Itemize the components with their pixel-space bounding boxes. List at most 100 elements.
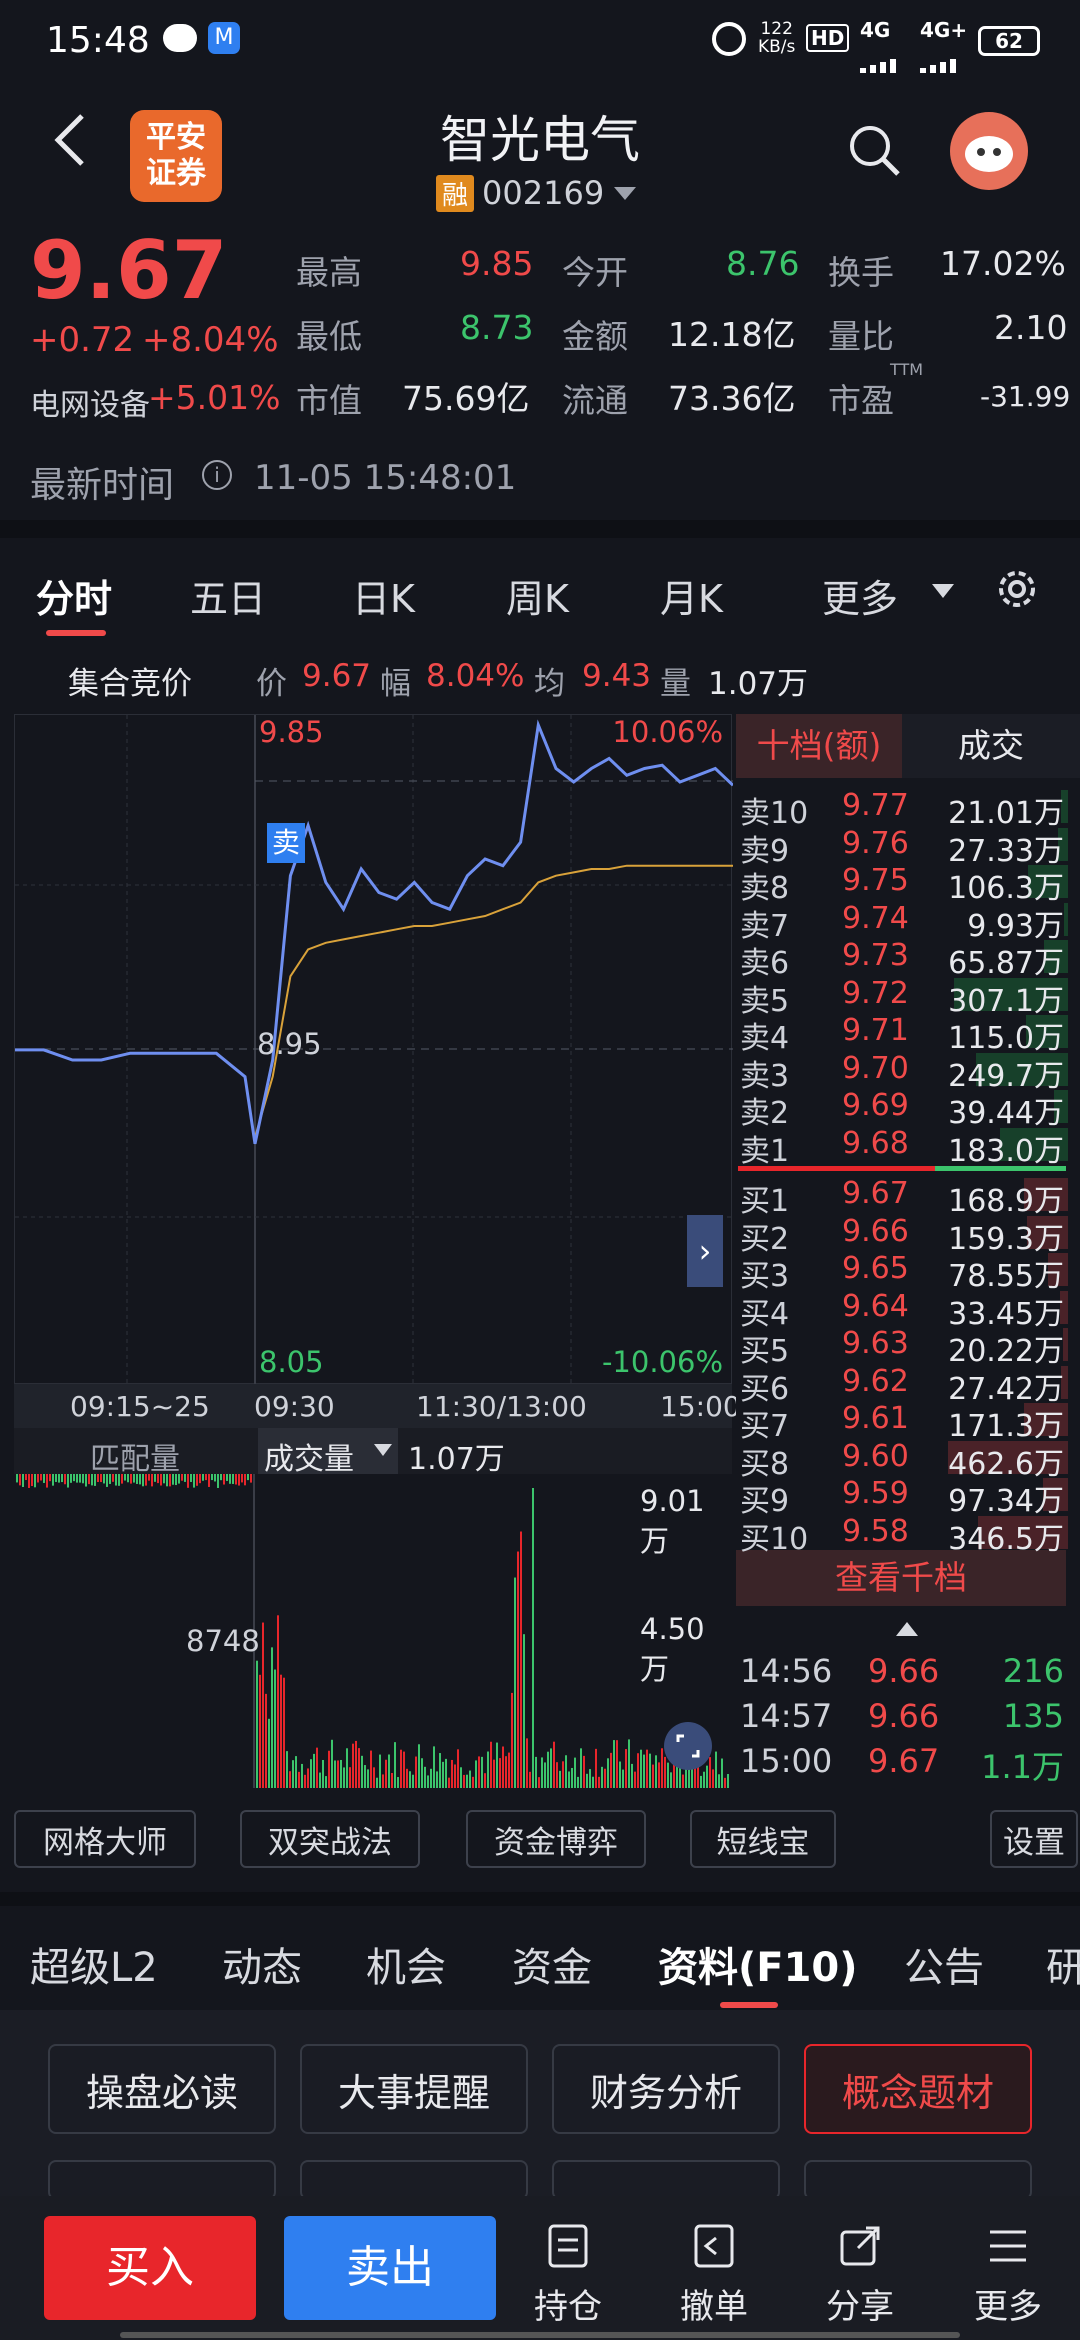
auction-volume-bar <box>238 1474 240 1486</box>
tab-funds[interactable]: 资金 <box>512 1945 592 1991</box>
tool-fund-game[interactable]: 资金博弈 <box>466 1810 646 1868</box>
bid-row[interactable]: 买2 9.66 159.3万 <box>738 1214 1078 1257</box>
volume-bar <box>421 1758 423 1788</box>
bid-row[interactable]: 买7 9.61 171.3万 <box>738 1401 1078 1444</box>
auction-volume-bar <box>151 1474 153 1487</box>
expand-orderbook-button[interactable]: › <box>687 1215 723 1287</box>
tab-more[interactable]: 更多 <box>822 577 899 621</box>
volume-chart[interactable]: 9.01万 4.50万 8748 <box>14 1474 732 1788</box>
tab-daily-k[interactable]: 日K <box>352 577 415 621</box>
ask-row[interactable]: 卖3 9.70 249.7万 <box>738 1051 1078 1094</box>
ask-row[interactable]: 卖1 9.68 183.0万 <box>738 1126 1078 1169</box>
info-icon[interactable]: i <box>202 460 232 490</box>
chart-period-tabs: 分时 五日 日K 周K 月K 更多 <box>0 540 1080 640</box>
auction-volume-bar <box>70 1474 72 1483</box>
tool-short-line[interactable]: 短线宝 <box>690 1810 836 1868</box>
tool-grid-master[interactable]: 网格大师 <box>14 1810 196 1868</box>
bid-row[interactable]: 买5 9.63 20.22万 <box>738 1326 1078 1369</box>
trade-row: 14:56 9.66 216 <box>738 1652 1078 1690</box>
f10-financials[interactable]: 财务分析 <box>552 2044 780 2134</box>
tab-intraday[interactable]: 分时 <box>36 577 113 621</box>
auction-volume-bar <box>40 1474 42 1481</box>
tab-announcements[interactable]: 公告 <box>904 1945 984 1991</box>
broker-logo[interactable]: 平安 证券 <box>130 110 222 202</box>
volume-dropdown[interactable]: 成交量 <box>258 1428 398 1477</box>
more-button[interactable]: 更多 <box>958 2222 1058 2328</box>
depth-bar <box>1060 1290 1068 1324</box>
chevron-up-icon[interactable] <box>896 1622 918 1636</box>
bid-row[interactable]: 买8 9.60 462.6万 <box>738 1439 1078 1482</box>
ask-row[interactable]: 卖4 9.71 115.0万 <box>738 1013 1078 1056</box>
sell-signal-marker[interactable]: 卖 <box>267 823 305 863</box>
stock-code-row[interactable]: 融 002169 <box>436 174 637 212</box>
f10-row2-btn[interactable] <box>48 2160 276 2200</box>
volume-bar <box>538 1777 540 1788</box>
fullscreen-icon[interactable] <box>664 1722 712 1770</box>
f10-row2-btn[interactable] <box>300 2160 528 2200</box>
trade-price: 9.66 <box>868 1697 940 1735</box>
chart-info-line: 集合竞价 价 9.67 幅 8.04% 均 9.43 量 1.07万 <box>0 654 1080 704</box>
bid-row[interactable]: 买9 9.59 97.34万 <box>738 1476 1078 1519</box>
sector-name[interactable]: 电网设备 <box>30 388 150 423</box>
tool-double-breakout[interactable]: 双突战法 <box>240 1810 420 1868</box>
bid-row[interactable]: 买4 9.64 33.45万 <box>738 1289 1078 1332</box>
info-avg: 9.43 <box>582 658 652 694</box>
f10-row2-btn[interactable] <box>804 2160 1032 2200</box>
tab-ten-levels[interactable]: 十档(额) <box>736 714 902 778</box>
latest-time-value: 11-05 15:48:01 <box>254 458 517 498</box>
value-mcap: 75.69亿 <box>402 379 530 418</box>
tab-monthly-k[interactable]: 月K <box>660 577 723 621</box>
avatar[interactable] <box>950 112 1028 190</box>
cancel-order-button[interactable]: 撤单 <box>664 2222 764 2328</box>
auction-volume-bar <box>130 1474 132 1484</box>
bid-row[interactable]: 买10 9.58 346.5万 <box>738 1514 1078 1557</box>
auction-volume-bar <box>100 1474 102 1483</box>
label-turnover: 换手 <box>828 253 894 292</box>
volume-bar <box>712 1769 714 1788</box>
position-button[interactable]: 持仓 <box>518 2222 618 2328</box>
tab-5day[interactable]: 五日 <box>190 577 267 621</box>
tab-news[interactable]: 动态 <box>222 1945 302 1991</box>
volume-bar <box>322 1759 324 1788</box>
intraday-chart[interactable]: 9.85 10.06% 8.95 8.05 -10.06% 卖 › <box>14 714 735 1385</box>
tab-super-l2[interactable]: 超级L2 <box>30 1945 158 1991</box>
back-button[interactable] <box>44 110 100 170</box>
ask-row[interactable]: 卖9 9.76 27.33万 <box>738 826 1078 869</box>
bid-row[interactable]: 买3 9.65 78.55万 <box>738 1251 1078 1294</box>
tool-settings[interactable]: 设置 <box>990 1810 1078 1868</box>
sell-button[interactable]: 卖出 <box>284 2216 496 2320</box>
trade-row: 15:00 9.67 1.1万 <box>738 1742 1078 1786</box>
level-label: 卖2 <box>740 1096 790 1131</box>
view-thousand-levels-button[interactable]: 查看千档 <box>736 1550 1066 1606</box>
level-price: 9.67 <box>842 1176 909 1211</box>
ask-row[interactable]: 卖7 9.74 9.93万 <box>738 901 1078 944</box>
ask-row[interactable]: 卖6 9.73 65.87万 <box>738 938 1078 981</box>
ask-row[interactable]: 卖10 9.77 21.01万 <box>738 788 1078 831</box>
tab-weekly-k[interactable]: 周K <box>506 577 569 621</box>
tab-f10[interactable]: 资料(F10) <box>658 1945 858 1991</box>
f10-concepts[interactable]: 概念题材 <box>804 2044 1032 2134</box>
tab-trades[interactable]: 成交 <box>902 714 1080 778</box>
share-button[interactable]: 分享 <box>810 2222 910 2328</box>
f10-events[interactable]: 大事提醒 <box>300 2044 528 2134</box>
volume-bar <box>403 1751 405 1788</box>
level-label: 买1 <box>740 1184 790 1219</box>
auction-volume-bar <box>133 1474 135 1483</box>
trade-volume: 135 <box>1002 1697 1064 1735</box>
volume-bar <box>385 1759 387 1788</box>
trade-time: 14:57 <box>740 1697 833 1735</box>
tab-research[interactable]: 研 <box>1046 1945 1080 1991</box>
volume-bar <box>691 1763 693 1788</box>
f10-row2-btn[interactable] <box>552 2160 780 2200</box>
f10-must-read[interactable]: 操盘必读 <box>48 2044 276 2134</box>
ask-row[interactable]: 卖8 9.75 106.3万 <box>738 863 1078 906</box>
search-icon[interactable] <box>846 122 902 178</box>
bid-row[interactable]: 买6 9.62 27.42万 <box>738 1364 1078 1407</box>
bid-row[interactable]: 买1 9.67 168.9万 <box>738 1176 1078 1219</box>
gear-icon[interactable] <box>994 566 1040 612</box>
ask-row[interactable]: 卖2 9.69 39.44万 <box>738 1088 1078 1131</box>
buy-button[interactable]: 买入 <box>44 2216 256 2320</box>
tab-opportunity[interactable]: 机会 <box>366 1945 446 1991</box>
auction-volume-bar <box>208 1474 210 1487</box>
ask-row[interactable]: 卖5 9.72 307.1万 <box>738 976 1078 1019</box>
